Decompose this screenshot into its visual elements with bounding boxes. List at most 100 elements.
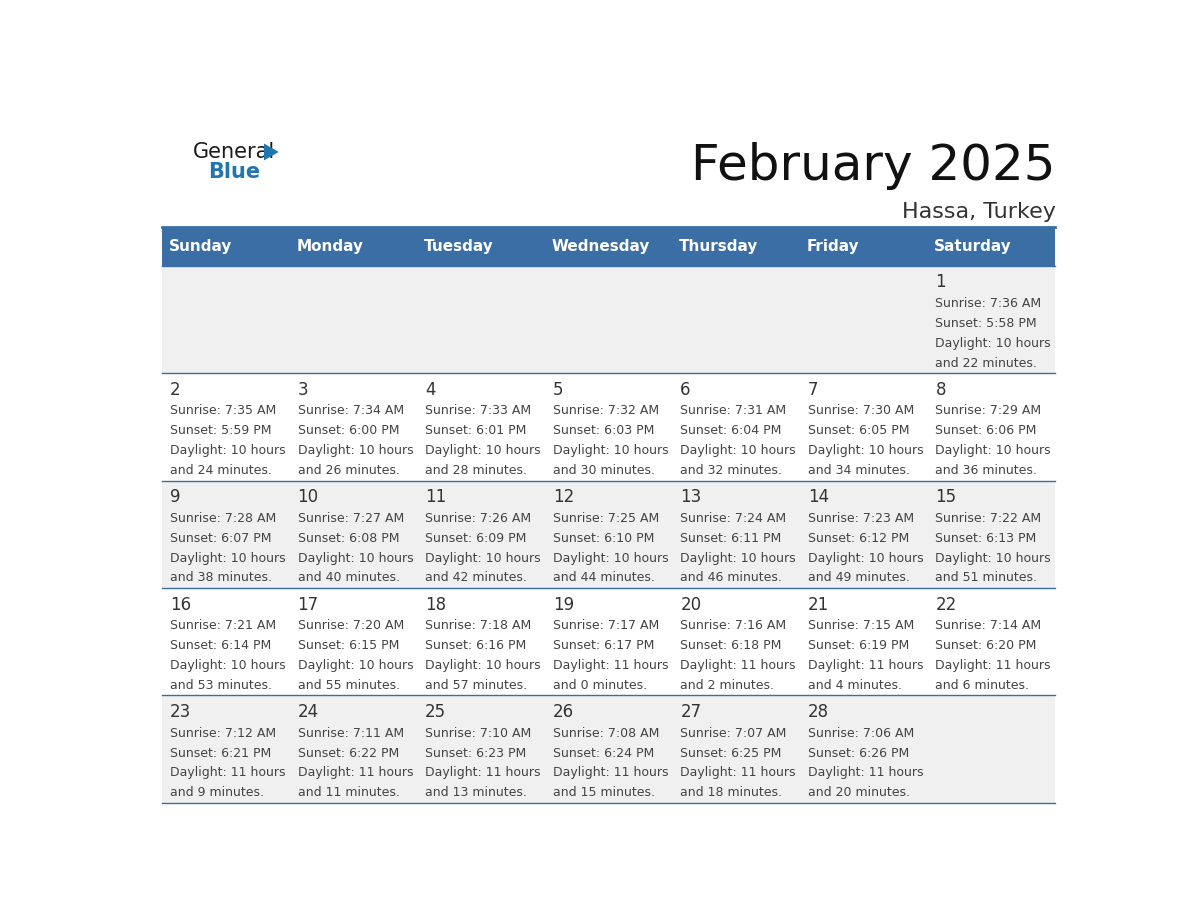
Text: Thursday: Thursday — [680, 239, 758, 254]
Text: and 46 minutes.: and 46 minutes. — [681, 572, 782, 585]
Text: and 22 minutes.: and 22 minutes. — [935, 357, 1037, 370]
Text: Monday: Monday — [296, 239, 364, 254]
Text: Sunset: 6:04 PM: Sunset: 6:04 PM — [681, 424, 782, 437]
Text: 28: 28 — [808, 703, 829, 721]
Text: and 9 minutes.: and 9 minutes. — [170, 786, 264, 800]
Text: Sunrise: 7:26 AM: Sunrise: 7:26 AM — [425, 512, 531, 525]
Text: February 2025: February 2025 — [691, 142, 1055, 190]
Text: Blue: Blue — [208, 162, 260, 183]
Text: 11: 11 — [425, 488, 447, 506]
Text: and 51 minutes.: and 51 minutes. — [935, 572, 1037, 585]
Text: Sunrise: 7:17 AM: Sunrise: 7:17 AM — [552, 620, 659, 633]
Text: 17: 17 — [297, 596, 318, 613]
Text: Sunset: 6:24 PM: Sunset: 6:24 PM — [552, 746, 653, 759]
Text: Wednesday: Wednesday — [551, 239, 650, 254]
Text: 27: 27 — [681, 703, 701, 721]
Text: Daylight: 10 hours: Daylight: 10 hours — [425, 659, 541, 672]
Text: Sunrise: 7:24 AM: Sunrise: 7:24 AM — [681, 512, 786, 525]
Text: and 44 minutes.: and 44 minutes. — [552, 572, 655, 585]
Text: Daylight: 10 hours: Daylight: 10 hours — [808, 444, 923, 457]
Text: Sunset: 6:15 PM: Sunset: 6:15 PM — [297, 639, 399, 652]
Text: Daylight: 10 hours: Daylight: 10 hours — [935, 337, 1051, 350]
Text: Sunrise: 7:12 AM: Sunrise: 7:12 AM — [170, 727, 276, 740]
Text: and 57 minutes.: and 57 minutes. — [425, 678, 527, 692]
Text: 7: 7 — [808, 381, 819, 398]
Text: Sunset: 6:21 PM: Sunset: 6:21 PM — [170, 746, 271, 759]
Text: Sunrise: 7:31 AM: Sunrise: 7:31 AM — [681, 405, 786, 418]
Text: Sunset: 6:00 PM: Sunset: 6:00 PM — [297, 424, 399, 437]
Text: Sunrise: 7:33 AM: Sunrise: 7:33 AM — [425, 405, 531, 418]
Text: Daylight: 11 hours: Daylight: 11 hours — [808, 659, 923, 672]
Text: and 34 minutes.: and 34 minutes. — [808, 465, 910, 477]
Text: 3: 3 — [297, 381, 308, 398]
Text: and 6 minutes.: and 6 minutes. — [935, 678, 1030, 692]
Bar — [163, 696, 1055, 803]
Text: 8: 8 — [935, 381, 946, 398]
Text: Sunrise: 7:29 AM: Sunrise: 7:29 AM — [935, 405, 1042, 418]
Text: and 38 minutes.: and 38 minutes. — [170, 572, 272, 585]
Text: Sunset: 6:11 PM: Sunset: 6:11 PM — [681, 532, 782, 544]
Text: and 20 minutes.: and 20 minutes. — [808, 786, 910, 800]
Text: Sunrise: 7:11 AM: Sunrise: 7:11 AM — [297, 727, 404, 740]
Text: 1: 1 — [935, 274, 946, 292]
Text: Saturday: Saturday — [934, 239, 1012, 254]
Text: Sunset: 6:26 PM: Sunset: 6:26 PM — [808, 746, 909, 759]
Text: Sunset: 5:58 PM: Sunset: 5:58 PM — [935, 317, 1037, 330]
Text: 2: 2 — [170, 381, 181, 398]
Text: Sunrise: 7:15 AM: Sunrise: 7:15 AM — [808, 620, 914, 633]
Text: Sunrise: 7:32 AM: Sunrise: 7:32 AM — [552, 405, 659, 418]
Text: and 0 minutes.: and 0 minutes. — [552, 678, 646, 692]
Text: and 32 minutes.: and 32 minutes. — [681, 465, 782, 477]
Text: Sunrise: 7:25 AM: Sunrise: 7:25 AM — [552, 512, 659, 525]
Bar — [163, 374, 1055, 481]
Text: 9: 9 — [170, 488, 181, 506]
Text: and 36 minutes.: and 36 minutes. — [935, 465, 1037, 477]
Text: Daylight: 11 hours: Daylight: 11 hours — [681, 767, 796, 779]
Text: Sunset: 6:03 PM: Sunset: 6:03 PM — [552, 424, 655, 437]
Text: Sunrise: 7:16 AM: Sunrise: 7:16 AM — [681, 620, 786, 633]
Text: Daylight: 11 hours: Daylight: 11 hours — [552, 767, 668, 779]
Text: 4: 4 — [425, 381, 436, 398]
Text: Daylight: 10 hours: Daylight: 10 hours — [935, 552, 1051, 565]
Text: and 40 minutes.: and 40 minutes. — [297, 572, 399, 585]
Text: Daylight: 10 hours: Daylight: 10 hours — [425, 444, 541, 457]
Text: and 28 minutes.: and 28 minutes. — [425, 465, 527, 477]
Text: Daylight: 10 hours: Daylight: 10 hours — [170, 552, 285, 565]
Text: Daylight: 10 hours: Daylight: 10 hours — [425, 552, 541, 565]
Text: and 53 minutes.: and 53 minutes. — [170, 678, 272, 692]
Text: 15: 15 — [935, 488, 956, 506]
Text: Sunrise: 7:22 AM: Sunrise: 7:22 AM — [935, 512, 1042, 525]
Text: Sunset: 6:22 PM: Sunset: 6:22 PM — [297, 746, 399, 759]
Text: Sunset: 6:13 PM: Sunset: 6:13 PM — [935, 532, 1037, 544]
Text: Sunset: 6:07 PM: Sunset: 6:07 PM — [170, 532, 272, 544]
Text: Sunset: 6:10 PM: Sunset: 6:10 PM — [552, 532, 655, 544]
Text: Sunset: 6:06 PM: Sunset: 6:06 PM — [935, 424, 1037, 437]
Text: 20: 20 — [681, 596, 701, 613]
Text: 12: 12 — [552, 488, 574, 506]
Text: Daylight: 10 hours: Daylight: 10 hours — [935, 444, 1051, 457]
Text: 5: 5 — [552, 381, 563, 398]
Text: Daylight: 10 hours: Daylight: 10 hours — [552, 444, 669, 457]
Polygon shape — [264, 143, 279, 161]
Text: Sunrise: 7:36 AM: Sunrise: 7:36 AM — [935, 297, 1042, 310]
Text: Sunset: 6:19 PM: Sunset: 6:19 PM — [808, 639, 909, 652]
Text: 19: 19 — [552, 596, 574, 613]
Text: and 11 minutes.: and 11 minutes. — [297, 786, 399, 800]
Text: and 24 minutes.: and 24 minutes. — [170, 465, 272, 477]
Text: Sunrise: 7:08 AM: Sunrise: 7:08 AM — [552, 727, 659, 740]
Text: and 4 minutes.: and 4 minutes. — [808, 678, 902, 692]
Text: Daylight: 10 hours: Daylight: 10 hours — [297, 552, 413, 565]
Text: Daylight: 11 hours: Daylight: 11 hours — [808, 767, 923, 779]
Bar — [163, 588, 1055, 696]
Text: and 15 minutes.: and 15 minutes. — [552, 786, 655, 800]
Text: Daylight: 11 hours: Daylight: 11 hours — [552, 659, 668, 672]
Text: Sunrise: 7:20 AM: Sunrise: 7:20 AM — [297, 620, 404, 633]
Text: Sunset: 6:16 PM: Sunset: 6:16 PM — [425, 639, 526, 652]
Text: and 26 minutes.: and 26 minutes. — [297, 465, 399, 477]
Text: 16: 16 — [170, 596, 191, 613]
Text: Sunrise: 7:34 AM: Sunrise: 7:34 AM — [297, 405, 404, 418]
Text: and 13 minutes.: and 13 minutes. — [425, 786, 527, 800]
Text: 18: 18 — [425, 596, 447, 613]
Text: 10: 10 — [297, 488, 318, 506]
Text: Sunset: 6:05 PM: Sunset: 6:05 PM — [808, 424, 909, 437]
